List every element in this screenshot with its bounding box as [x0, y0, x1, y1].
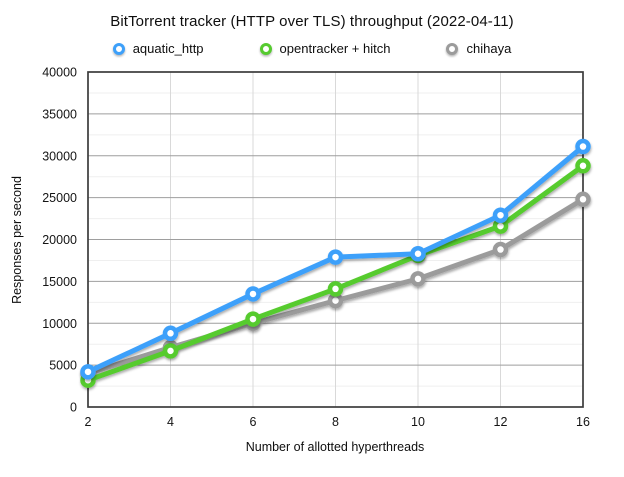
legend-label-chihaya: chihaya — [466, 41, 512, 56]
y-tick-label: 10000 — [42, 317, 77, 331]
series-aquatic-http — [80, 138, 591, 380]
x-tick-label: 16 — [576, 415, 590, 429]
data-point-marker — [80, 364, 96, 380]
data-point-marker — [327, 249, 344, 265]
legend-label-aquatic-http: aquatic_http — [132, 41, 204, 56]
legend-item-opentracker-hitch: opentracker + hitch — [259, 41, 391, 56]
data-point-marker — [410, 245, 426, 262]
y-tick-label: 35000 — [42, 107, 77, 121]
plot-border — [87, 71, 584, 408]
x-tick-label: 12 — [494, 415, 508, 429]
data-series — [80, 138, 591, 388]
x-tick-label: 6 — [250, 415, 257, 429]
data-point-marker — [575, 158, 591, 174]
legend-marker-aquatic-http-icon — [112, 42, 125, 55]
data-point-marker — [492, 241, 509, 258]
legend-marker-opentracker-hitch-icon — [259, 42, 272, 55]
legend-marker-chihaya-icon — [446, 42, 459, 55]
y-tick-label: 20000 — [42, 233, 77, 247]
y-tick-label: 25000 — [42, 191, 77, 205]
legend-item-chihaya: chihaya — [446, 41, 511, 56]
y-tick-label: 30000 — [42, 149, 77, 163]
chart-title: BitTorrent tracker (HTTP over TLS) throu… — [110, 13, 514, 30]
x-tick-label: 8 — [332, 415, 339, 429]
x-tick-labels: 2 4 6 8 10 12 16 — [85, 415, 590, 429]
legend-label-opentracker-hitch: opentracker + hitch — [279, 41, 391, 56]
data-point-marker — [575, 138, 591, 155]
x-axis-title: Number of allotted hyperthreads — [245, 440, 425, 454]
legend-item-aquatic-http: aquatic_http — [112, 41, 204, 56]
y-tick-label: 40000 — [42, 66, 77, 80]
x-tick-label: 10 — [411, 415, 425, 429]
y-axis-title: Responses per second — [10, 176, 24, 304]
data-point-marker — [410, 271, 426, 287]
x-tick-label: 2 — [85, 415, 92, 429]
y-tick-label: 0 — [70, 401, 77, 415]
data-point-marker — [245, 311, 261, 327]
y-tick-label: 5000 — [49, 359, 77, 373]
data-point-marker — [575, 191, 591, 208]
data-point-marker — [327, 292, 344, 309]
data-point-marker — [327, 281, 344, 297]
x-tick-label: 4 — [167, 415, 174, 429]
plot-border-rect — [87, 71, 584, 408]
data-point-marker — [162, 343, 179, 359]
y-tick-labels: 0 5000 10000 15000 20000 25000 30000 35000 40000 — [42, 66, 77, 415]
data-point-marker — [162, 325, 179, 342]
data-point-marker — [245, 286, 261, 302]
data-point-marker — [492, 207, 509, 223]
chart-legend: aquatic_http opentracker + hitch chihaya — [0, 41, 624, 56]
y-tick-label: 15000 — [42, 275, 77, 289]
